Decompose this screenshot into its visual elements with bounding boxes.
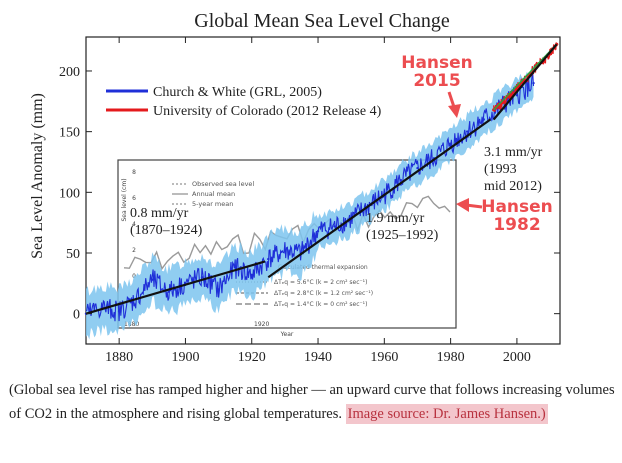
hansen-annotation: Hansen 2015	[401, 53, 473, 91]
inset-y-tick: 2	[132, 247, 136, 254]
plot-frame	[85, 36, 561, 345]
x-tick-label: 2000	[503, 350, 531, 365]
caption-text: (Global sea level rise has ramped higher…	[9, 382, 615, 422]
hansen-2015-arrow-head	[448, 104, 461, 118]
inset-x-label: Year	[280, 331, 294, 338]
y-tick-label: 50	[66, 247, 80, 262]
hansen-annotation: Hansen 1982	[481, 197, 553, 235]
image-source-link[interactable]: Image source: Dr. James Hansen.)	[345, 404, 548, 424]
x-tick-label: 1980	[437, 350, 465, 365]
series-point	[333, 225, 336, 228]
chart-legend: Church & White (GRL, 2005) University of …	[106, 85, 382, 119]
chart-title: Global Mean Sea Level Change	[194, 10, 450, 32]
y-axis-label: Sea Level Anomaly (mm)	[29, 93, 46, 259]
series-point	[532, 81, 535, 85]
series-point	[234, 266, 237, 269]
inset-y-tick: 8	[132, 169, 136, 176]
sea-level-chart: Global Mean Sea Level Change Sea Level A…	[29, 10, 561, 365]
x-tick-label: 1960	[370, 350, 398, 365]
inset-x-tick: 1880	[124, 321, 139, 328]
inset-y-tick: 6	[132, 195, 136, 202]
y-tick-label: 100	[59, 186, 80, 201]
inset-x-tick: 1920	[254, 321, 269, 328]
series-point	[416, 166, 419, 170]
inset-y-label: Sea level (cm)	[121, 178, 128, 221]
caption: (Global sea level rise has ramped higher…	[9, 378, 617, 426]
series-point	[466, 130, 469, 133]
inset-y-tick: 4	[132, 221, 136, 228]
series-point	[217, 288, 220, 291]
trend-label: 0.8 mm/yr (1870–1924)	[130, 206, 203, 238]
series-point	[200, 276, 204, 279]
legend-item: Church & White (GRL, 2005)	[153, 85, 322, 100]
y-tick-label: 0	[73, 308, 80, 323]
series-point	[449, 142, 452, 145]
inset-legend-item: Observed sea level	[192, 180, 254, 188]
series-point	[267, 257, 270, 261]
inset-thermal-row: ΔTₑq = 1.4°C (k = 0 cm² sec⁻¹)	[274, 301, 367, 308]
axis-layer: 1880 1900 1920 1940 1960 1980 2000 0 50 100 150 200	[59, 37, 560, 365]
inset-thermal-row: ΔTₑq = 2.8°C (k = 1.2 cm² sec⁻¹)	[274, 290, 373, 297]
series-line	[85, 72, 535, 322]
x-tick-label: 1920	[238, 350, 266, 365]
series-point	[117, 310, 121, 313]
inset-thermal-title: Calculated thermal expansion	[278, 264, 368, 271]
inset-legend-item: 5-year mean	[192, 200, 233, 208]
y-tick-label: 200	[59, 65, 80, 80]
inset-thermal-row: ΔTₑq = 5.6°C (k = 2 cm² sec⁻¹)	[274, 279, 367, 286]
trend-line	[85, 260, 266, 315]
y-tick-label: 150	[59, 126, 80, 141]
trend-line	[492, 43, 558, 121]
inset-legend-item: Annual mean	[192, 190, 235, 198]
hansen-1982-arrow-head	[456, 198, 469, 212]
series-point	[283, 249, 287, 252]
series-point	[399, 179, 403, 182]
annotation-layer: Hansen 2015 Hansen 1982	[401, 53, 553, 235]
series-point	[151, 278, 154, 281]
trend-layer: 0.8 mm/yr (1870–1924) 1.9 mm/yr (1925–1992)…	[85, 43, 558, 315]
series-point	[482, 118, 485, 121]
trend-label: 3.1 mm/yr (1993 mid 2012)	[484, 145, 543, 194]
series-point	[316, 230, 320, 233]
series-point	[167, 290, 171, 293]
trend-label: 1.9 mm/yr (1925–1992)	[366, 211, 439, 243]
series-point	[250, 273, 253, 276]
series-point	[515, 94, 519, 97]
trend-line	[267, 118, 492, 279]
series-point	[508, 93, 512, 97]
x-tick-label: 1900	[171, 350, 199, 365]
legend-item: University of Colorado (2012 Release 4)	[153, 104, 382, 119]
x-tick-label: 1880	[105, 350, 133, 365]
x-tick-label: 1940	[304, 350, 332, 365]
